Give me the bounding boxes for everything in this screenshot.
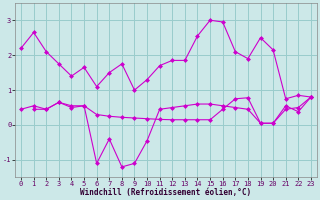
X-axis label: Windchill (Refroidissement éolien,°C): Windchill (Refroidissement éolien,°C) [80,188,252,197]
